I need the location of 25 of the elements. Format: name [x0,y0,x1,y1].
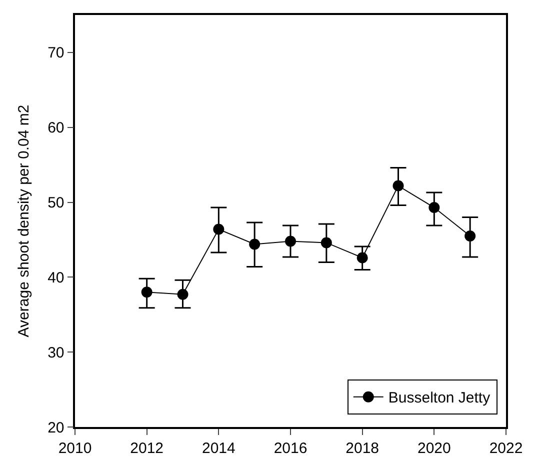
point [464,230,476,242]
y-tick-label: 50 [48,194,64,212]
x-tick-label: 2016 [274,440,308,457]
x-tick-label: 2012 [130,440,164,457]
point [177,288,188,300]
y-tick-label: 40 [48,269,64,286]
x-tick-label: 2022 [489,440,523,457]
x-tick-label: 2010 [58,440,92,457]
point [356,252,368,264]
point [141,286,152,298]
point [428,202,440,214]
point [249,238,260,250]
point [320,237,332,248]
legend-label: Busselton Jetty [388,390,491,407]
point [392,180,404,192]
y-axis-title: Average shoot density per 0.04 m2 [15,104,32,338]
y-tick-label: 70 [48,44,64,62]
x-tick-label: 2018 [346,440,380,457]
x-tick-label: 2014 [202,440,236,457]
point [213,224,224,235]
y-tick-label: 20 [48,419,64,436]
point [285,236,296,247]
y-tick-label: 60 [48,120,64,137]
y-tick-label: 30 [48,344,64,362]
x-tick-label: 2020 [417,440,451,457]
